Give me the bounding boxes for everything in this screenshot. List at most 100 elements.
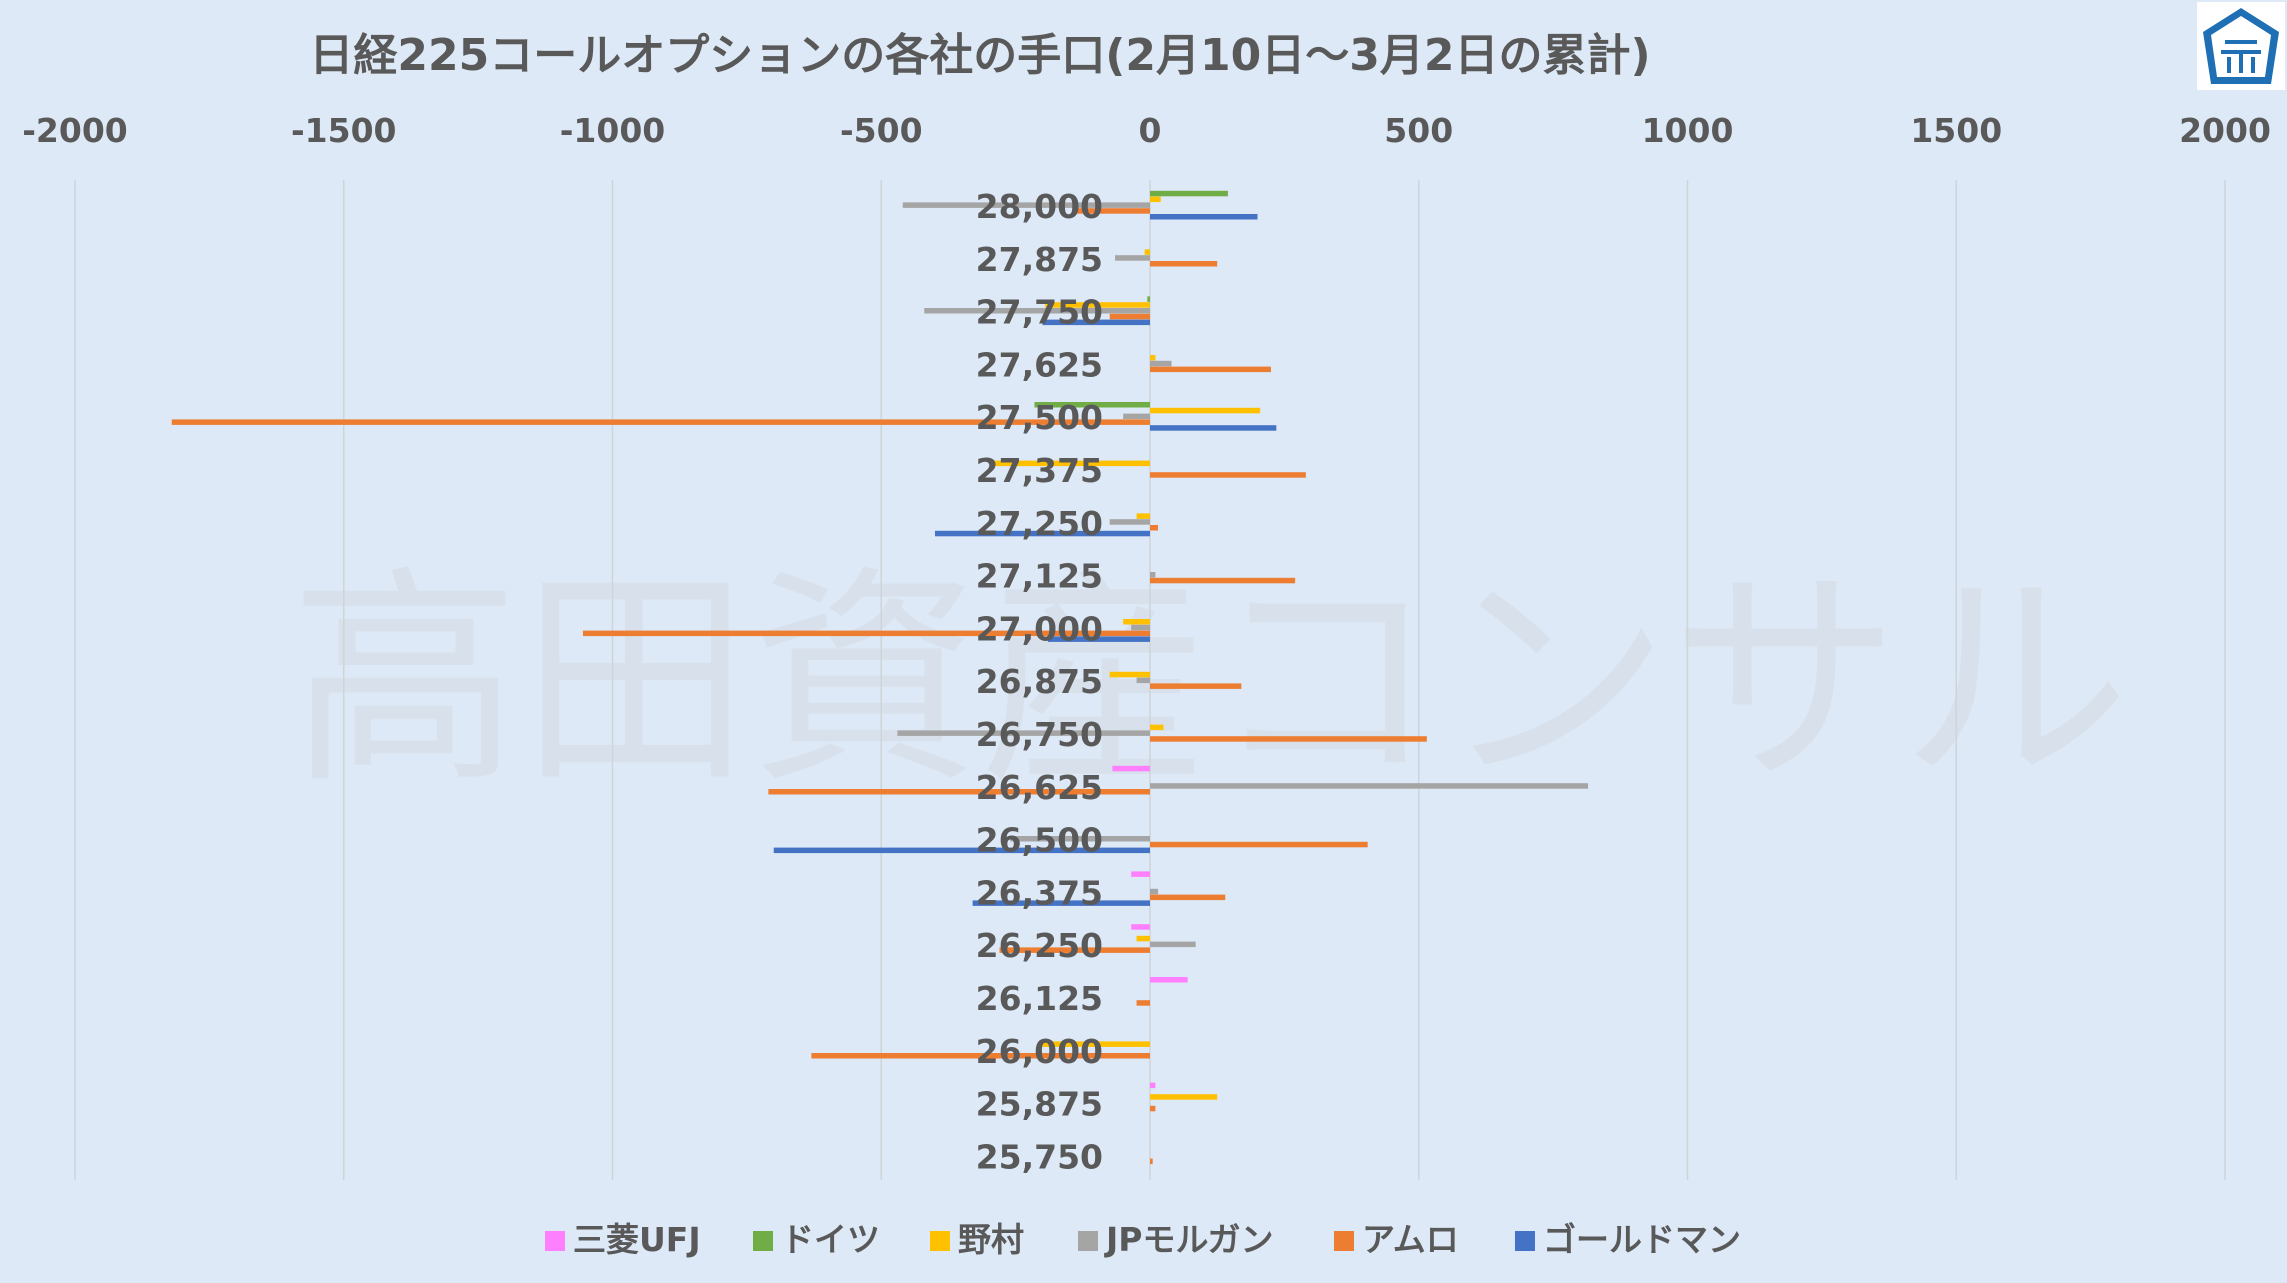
gridlines (74, 180, 2226, 1180)
bar-6-14 (972, 900, 1150, 906)
bar-3-11 (1150, 724, 1164, 731)
bar-3-15 (1136, 935, 1150, 942)
bar-3-10 (1109, 671, 1150, 678)
bar-5-1 (1074, 208, 1150, 214)
bar-5-13 (1150, 841, 1368, 848)
legend-label: ドイツ (781, 1220, 880, 1259)
legend-swatch (1334, 1231, 1354, 1251)
bar-3-6 (994, 460, 1150, 467)
x-tick-label: -500 (840, 111, 923, 150)
bar-4-14 (1150, 888, 1159, 895)
bar-5-6 (1150, 472, 1306, 478)
bar-5-14 (1150, 894, 1226, 901)
bar-4-15 (1150, 941, 1196, 948)
bar-5-8 (1150, 577, 1296, 584)
bar-5-16 (1136, 1000, 1150, 1006)
bar-6-9 (1047, 636, 1150, 642)
bar-4-3 (924, 308, 1150, 314)
bar-4-10 (1136, 677, 1150, 684)
category-label: 25,750 (976, 1137, 1103, 1176)
x-tick-label: -1000 (560, 111, 666, 150)
x-tick-label: 500 (1384, 111, 1453, 150)
bar-5-3 (1109, 313, 1150, 320)
bar-4-11 (897, 730, 1150, 736)
bar-2-5 (1034, 402, 1150, 408)
category-label: 27,500 (976, 398, 1103, 437)
category-label: 27,000 (976, 609, 1103, 648)
category-label: 27,125 (976, 557, 1103, 596)
chart-title: 日経225コールオプションの各社の手口(2月10日～3月2日の累計) (309, 30, 1650, 81)
category-label: 26,000 (976, 1032, 1103, 1071)
bar-4-13 (1010, 836, 1150, 842)
legend-swatch (753, 1231, 773, 1251)
bar-5-10 (1150, 683, 1242, 689)
legend-swatch (1078, 1231, 1098, 1251)
legend-label: ゴールドマン (1543, 1220, 1741, 1259)
bar-3-1 (1150, 196, 1161, 203)
bar-6-1 (1150, 214, 1258, 220)
bar-5-19 (1150, 1158, 1153, 1165)
bar-5-4 (1150, 366, 1271, 373)
category-label: 28,000 (976, 187, 1103, 226)
category-label: 27,750 (976, 293, 1103, 332)
bar-2-3 (1147, 296, 1150, 302)
category-label: 27,875 (976, 240, 1103, 279)
bar-5-9 (582, 630, 1150, 637)
legend-label: 三菱UFJ (573, 1220, 701, 1259)
bars (171, 190, 1589, 1165)
bar-6-3 (1042, 319, 1150, 326)
bar-3-18 (1150, 1094, 1218, 1100)
bar-1-16 (1150, 977, 1188, 983)
bar-6-7 (935, 530, 1150, 537)
logo-icon (2197, 2, 2285, 90)
bar-5-12 (768, 789, 1150, 795)
watermark-text: 高田資産コンサル (290, 548, 2130, 815)
legend-label: JPモルガン (1104, 1220, 1273, 1259)
bar-3-4 (1150, 355, 1156, 361)
legend-swatch (545, 1231, 565, 1251)
category-label: 26,625 (976, 768, 1103, 807)
x-tick-label: -2000 (22, 111, 128, 150)
bar-4-9 (1131, 624, 1150, 631)
bar-5-17 (811, 1053, 1150, 1059)
bar-5-7 (1150, 525, 1159, 531)
bar-2-1 (1150, 190, 1228, 197)
x-tick-label: 2000 (2179, 111, 2271, 150)
x-axis-ticks: -2000 -1500 -1000 -500 0 500 1000 1500 2000 (22, 111, 2271, 150)
category-label: 26,750 (976, 715, 1103, 754)
bar-4-2 (1115, 255, 1150, 261)
bar-5-15 (999, 947, 1150, 953)
bar-3-2 (1144, 249, 1150, 255)
category-label: 26,500 (976, 821, 1103, 860)
legend-swatch (1515, 1231, 1535, 1251)
bar-4-1 (902, 202, 1150, 208)
bar-4-8 (1150, 572, 1156, 578)
legend-label: 野村 (958, 1220, 1024, 1259)
legend: 三菱UFJ ドイツ 野村 JPモルガン アムロ ゴールドマン (545, 1220, 1741, 1259)
category-label: 26,875 (976, 662, 1103, 701)
x-tick-label: 1500 (1910, 111, 2002, 150)
category-labels: 28,000 27,875 27,750 27,625 27,500 27,375 27,2… (976, 187, 1103, 1176)
category-label: 27,625 (976, 345, 1103, 384)
bar-1-18 (1150, 1082, 1156, 1089)
bar-5-18 (1150, 1105, 1156, 1112)
bar-5-5 (171, 419, 1150, 425)
category-label: 26,125 (976, 979, 1103, 1018)
category-label: 25,875 (976, 1085, 1103, 1124)
x-tick-label: -1500 (291, 111, 397, 150)
bar-3-7 (1136, 513, 1150, 519)
legend-label: アムロ (1362, 1220, 1459, 1259)
bar-4-7 (1109, 519, 1150, 525)
category-label: 27,250 (976, 504, 1103, 543)
category-label: 26,375 (976, 873, 1103, 912)
bar-6-5 (1150, 425, 1277, 431)
bar-1-14 (1131, 871, 1150, 877)
bar-3-3 (1045, 302, 1150, 308)
category-label: 26,250 (976, 926, 1103, 965)
bar-1-15 (1131, 924, 1150, 930)
bar-5-11 (1150, 736, 1427, 742)
bar-3-5 (1150, 407, 1261, 414)
bar-3-17 (1042, 1041, 1150, 1047)
